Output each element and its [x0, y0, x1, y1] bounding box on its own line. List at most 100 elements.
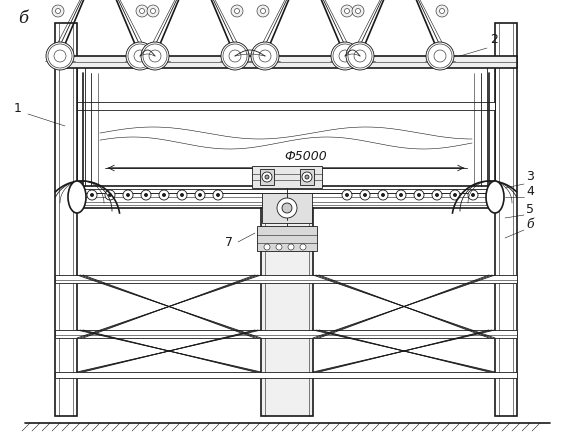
Circle shape: [264, 244, 270, 250]
Circle shape: [435, 194, 439, 197]
Circle shape: [229, 50, 241, 62]
Circle shape: [418, 194, 420, 197]
Circle shape: [231, 5, 243, 17]
Circle shape: [414, 190, 424, 200]
Circle shape: [339, 50, 351, 62]
Circle shape: [198, 194, 201, 197]
Circle shape: [140, 8, 145, 14]
Circle shape: [468, 190, 478, 200]
Circle shape: [282, 203, 292, 213]
Circle shape: [149, 50, 161, 62]
Circle shape: [345, 194, 348, 197]
Bar: [55, 372, 517, 378]
Circle shape: [223, 44, 247, 68]
Circle shape: [46, 42, 74, 70]
Circle shape: [131, 47, 149, 65]
Circle shape: [354, 50, 366, 62]
Bar: [55, 330, 517, 338]
Circle shape: [288, 244, 294, 250]
Circle shape: [450, 190, 460, 200]
Circle shape: [87, 190, 97, 200]
Circle shape: [351, 47, 369, 65]
Circle shape: [177, 190, 187, 200]
Circle shape: [146, 47, 164, 65]
Circle shape: [257, 5, 269, 17]
Circle shape: [221, 42, 249, 70]
Circle shape: [428, 44, 452, 68]
Circle shape: [300, 244, 306, 250]
Bar: [77, 186, 495, 208]
Circle shape: [471, 194, 475, 197]
Text: Ф5000: Ф5000: [285, 150, 327, 163]
Text: 7: 7: [225, 236, 233, 249]
Circle shape: [363, 194, 367, 197]
Circle shape: [276, 244, 282, 250]
Circle shape: [434, 50, 446, 62]
Circle shape: [126, 42, 154, 70]
Circle shape: [341, 5, 353, 17]
Circle shape: [159, 190, 169, 200]
Circle shape: [147, 5, 159, 17]
Text: б: б: [526, 218, 534, 231]
Bar: [252, 166, 322, 188]
Circle shape: [399, 194, 403, 197]
Circle shape: [352, 5, 364, 17]
Circle shape: [331, 42, 359, 70]
Circle shape: [216, 194, 220, 197]
Bar: [300, 169, 314, 185]
Circle shape: [136, 52, 144, 60]
Circle shape: [260, 8, 265, 14]
Ellipse shape: [68, 181, 86, 213]
Circle shape: [51, 47, 69, 65]
Circle shape: [235, 8, 240, 14]
Circle shape: [128, 44, 152, 68]
Circle shape: [356, 8, 360, 14]
Bar: [55, 56, 517, 68]
Circle shape: [454, 194, 456, 197]
Circle shape: [55, 8, 61, 14]
Circle shape: [426, 42, 454, 70]
Circle shape: [360, 190, 370, 200]
Circle shape: [256, 47, 274, 65]
Circle shape: [251, 42, 279, 70]
Circle shape: [109, 194, 112, 197]
Circle shape: [396, 190, 406, 200]
Circle shape: [341, 52, 349, 60]
Circle shape: [136, 5, 148, 17]
Circle shape: [150, 8, 156, 14]
Text: 5: 5: [526, 203, 534, 216]
Circle shape: [305, 175, 309, 179]
Circle shape: [56, 52, 64, 60]
Circle shape: [342, 190, 352, 200]
Circle shape: [54, 50, 66, 62]
Circle shape: [432, 190, 442, 200]
Circle shape: [213, 190, 223, 200]
Circle shape: [265, 175, 269, 179]
Circle shape: [48, 44, 72, 68]
Circle shape: [348, 44, 372, 68]
Circle shape: [143, 44, 167, 68]
Text: 4: 4: [526, 185, 534, 198]
Circle shape: [145, 194, 148, 197]
Circle shape: [195, 190, 205, 200]
Circle shape: [126, 194, 129, 197]
Circle shape: [162, 194, 165, 197]
Circle shape: [181, 194, 184, 197]
Circle shape: [336, 47, 354, 65]
Circle shape: [253, 44, 277, 68]
Bar: [262, 193, 312, 223]
Circle shape: [356, 52, 364, 60]
Bar: [77, 102, 495, 110]
Bar: [55, 275, 517, 283]
Text: б: б: [18, 10, 28, 27]
Circle shape: [344, 8, 349, 14]
Circle shape: [90, 194, 93, 197]
Text: 3: 3: [526, 170, 534, 183]
Circle shape: [431, 47, 449, 65]
Text: 1: 1: [14, 102, 22, 115]
Circle shape: [277, 198, 297, 218]
Circle shape: [141, 190, 151, 200]
Text: 2: 2: [490, 33, 498, 46]
Bar: [261, 208, 313, 416]
Circle shape: [436, 5, 448, 17]
